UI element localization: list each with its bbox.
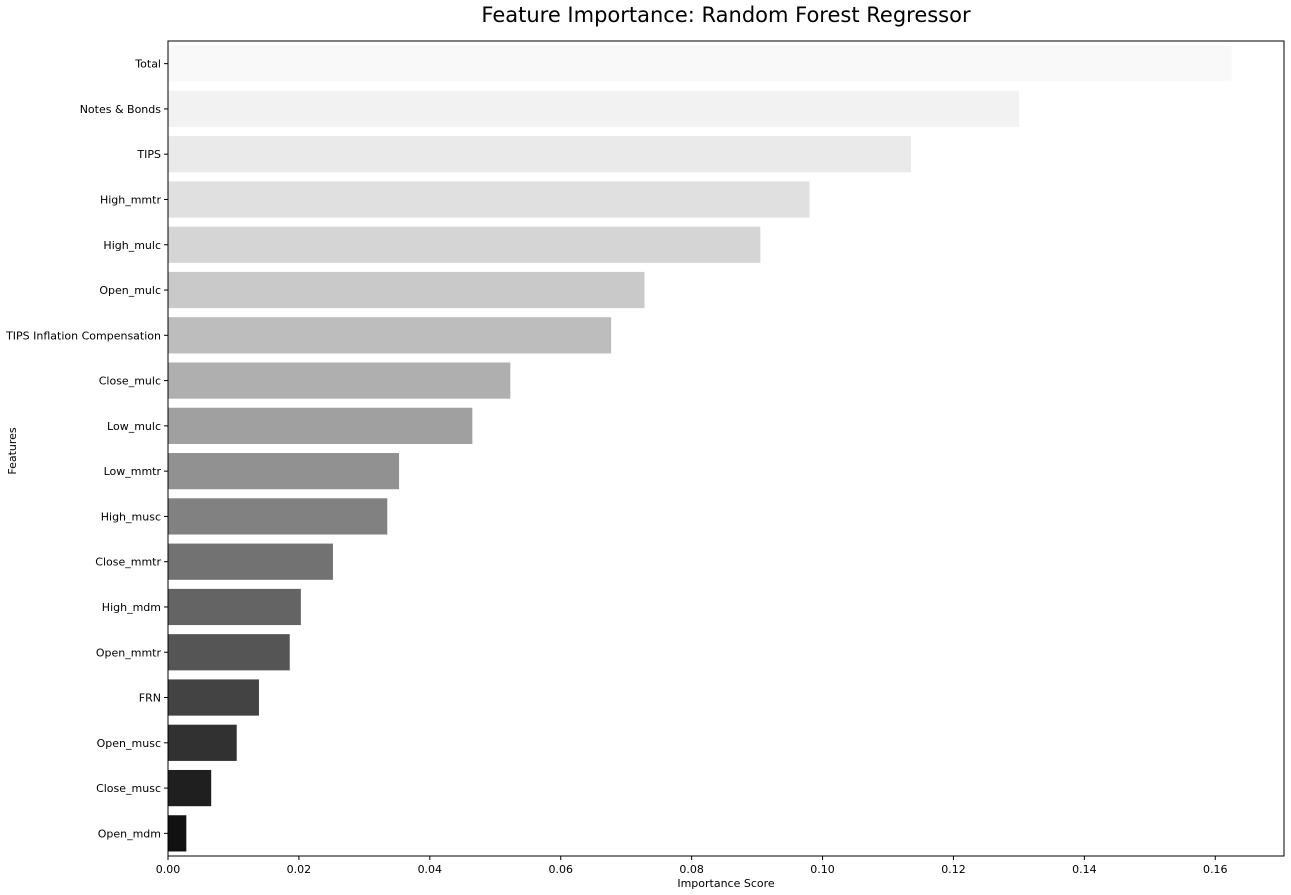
x-tick-label: 0.14 (1072, 863, 1097, 876)
x-tick-label: 0.08 (679, 863, 704, 876)
chart-title: Feature Importance: Random Forest Regres… (481, 3, 971, 27)
y-tick-label: Notes & Bonds (80, 103, 162, 116)
bar-13 (168, 634, 290, 671)
x-tick-label: 0.16 (1203, 863, 1228, 876)
bar-10 (168, 498, 388, 535)
x-tick-label: 0.06 (548, 863, 573, 876)
y-tick-label: Open_musc (97, 737, 161, 750)
y-tick-label: High_mdm (102, 601, 161, 614)
x-axis-label: Importance Score (677, 877, 775, 890)
y-tick-label: Open_mulc (99, 284, 161, 297)
x-tick-layer: 0.00 0.02 0.04 0.06 0.08 0.10 0.12 0.14 0.16 (156, 856, 1228, 876)
bar-0 (168, 45, 1232, 82)
x-tick-label: 0.00 (156, 863, 181, 876)
y-tick-label: Open_mdm (98, 827, 161, 840)
plot-frame (167, 40, 1285, 857)
bar-11 (168, 543, 333, 580)
bar-16 (168, 769, 212, 807)
bar-3 (168, 181, 810, 218)
bar-2 (168, 136, 911, 173)
y-tick-label: TIPS (136, 148, 161, 161)
x-tick-label: 0.04 (418, 863, 443, 876)
y-tick-label: Open_mmtr (96, 646, 162, 659)
bar-5 (168, 271, 645, 309)
bar-14 (168, 679, 259, 716)
bar-8 (168, 407, 473, 444)
bar-9 (168, 453, 400, 490)
bars-layer (168, 45, 1232, 852)
x-tick-label: 0.02 (287, 863, 312, 876)
y-tick-label: Close_mmtr (95, 556, 161, 569)
y-tick-label: TIPS Inflation Compensation (5, 329, 161, 342)
y-tick-label: Low_mulc (107, 420, 161, 433)
y-tick-label: Low_mmtr (104, 465, 162, 478)
bar-6 (168, 317, 612, 354)
y-tick-label: High_mulc (103, 239, 161, 252)
y-tick-layer: Total Notes & Bonds TIPS High_mmtr High_mulc… (5, 58, 168, 840)
x-tick-label: 0.12 (941, 863, 966, 876)
y-tick-label: High_mmtr (100, 193, 162, 206)
bar-1 (168, 90, 1019, 128)
bar-4 (168, 226, 761, 263)
y-tick-label: Close_musc (96, 782, 161, 795)
y-axis-label: Features (6, 427, 19, 475)
x-tick-label: 0.10 (810, 863, 835, 876)
bar-17 (168, 815, 187, 852)
y-tick-label: FRN (139, 692, 161, 705)
y-tick-label: High_musc (101, 510, 161, 523)
bar-7 (168, 362, 511, 399)
y-tick-label: Total (134, 58, 161, 71)
bar-15 (168, 724, 237, 761)
bar-12 (168, 588, 301, 626)
y-tick-label: Close_mulc (99, 375, 161, 388)
